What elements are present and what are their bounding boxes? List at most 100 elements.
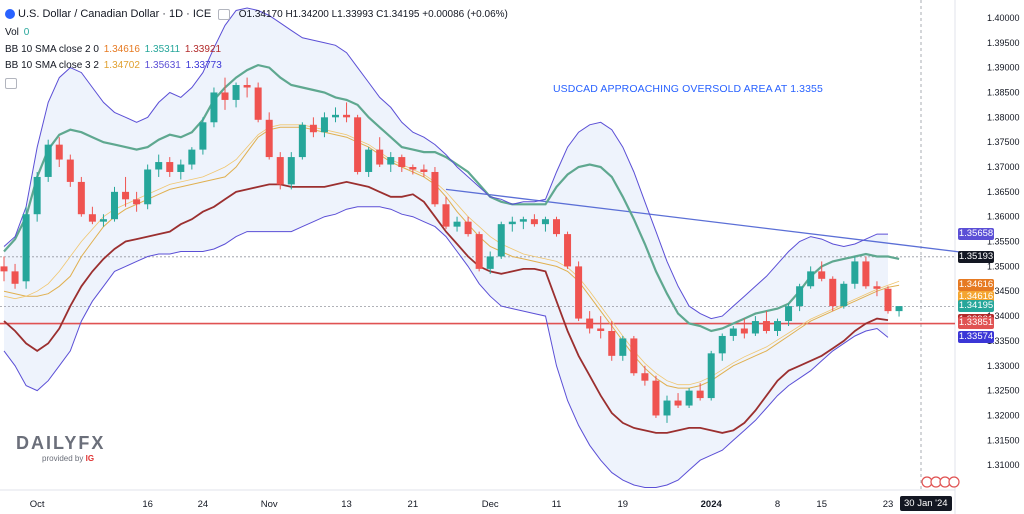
y-tick-label: 1.39500: [987, 38, 1020, 48]
candle-body[interactable]: [895, 306, 903, 312]
candle-body[interactable]: [376, 149, 384, 165]
candle-body[interactable]: [166, 162, 174, 172]
candle-body[interactable]: [122, 191, 130, 200]
candle-body[interactable]: [243, 85, 251, 88]
candle-body[interactable]: [641, 373, 649, 381]
candle-body[interactable]: [519, 219, 527, 222]
candle-body[interactable]: [99, 219, 107, 222]
bb2-basis-line: [3, 124, 900, 386]
candle-body[interactable]: [177, 164, 185, 172]
candle-body[interactable]: [597, 328, 605, 331]
candle-body[interactable]: [464, 221, 472, 235]
logo-provided-by: provided by: [42, 454, 84, 463]
candle-body[interactable]: [387, 157, 395, 165]
candle-body[interactable]: [619, 338, 627, 356]
candle-body[interactable]: [774, 321, 781, 331]
candle-body[interactable]: [740, 328, 748, 334]
candle-body[interactable]: [111, 191, 118, 220]
candle-body[interactable]: [221, 92, 229, 100]
candle-body[interactable]: [818, 271, 826, 279]
x-tick-label: Dec: [482, 499, 499, 510]
candle-body[interactable]: [365, 149, 373, 172]
eye-icon[interactable]: [217, 8, 230, 20]
candle-body[interactable]: [420, 169, 428, 172]
candle-body[interactable]: [199, 122, 207, 150]
price-tag: 1.34616: [958, 279, 994, 292]
price-tag: 1.33851: [958, 317, 994, 330]
candle-body[interactable]: [674, 400, 682, 406]
candle-body[interactable]: [287, 157, 295, 185]
bb2-legend: BB 10 SMA close 3 2 1.34702 1.35631 1.33…: [5, 60, 222, 71]
candle-body[interactable]: [144, 169, 152, 205]
candle-body[interactable]: [453, 221, 461, 227]
event-flag-icon[interactable]: [948, 476, 960, 488]
candle-body[interactable]: [530, 219, 538, 225]
y-tick-label: 1.32000: [987, 410, 1020, 420]
candle-body[interactable]: [22, 214, 30, 282]
candle-body[interactable]: [66, 159, 74, 182]
y-tick-label: 1.37500: [987, 137, 1020, 147]
candle-body[interactable]: [55, 144, 63, 160]
candle-body[interactable]: [541, 219, 549, 225]
candle-body[interactable]: [133, 199, 141, 205]
candle-body[interactable]: [873, 286, 881, 289]
price-tag: 1.35193: [958, 250, 994, 263]
bb1-upper: 1.35311: [144, 44, 181, 55]
collapse-legend-button[interactable]: [5, 78, 17, 89]
candle-body[interactable]: [829, 278, 837, 307]
candle-body[interactable]: [210, 92, 218, 123]
candle-body[interactable]: [475, 234, 483, 269]
candle-body[interactable]: [11, 271, 19, 284]
bb2-lower: 1.33773: [185, 60, 222, 71]
candle-body[interactable]: [332, 114, 339, 118]
candle-body[interactable]: [663, 400, 671, 416]
candle-body[interactable]: [652, 380, 660, 416]
candle-body[interactable]: [298, 124, 306, 158]
candle-body[interactable]: [44, 144, 52, 177]
candle-body[interactable]: [431, 171, 439, 205]
candle-body[interactable]: [155, 162, 163, 170]
candle-body[interactable]: [586, 318, 594, 329]
candle-body[interactable]: [409, 167, 417, 170]
candle-body[interactable]: [851, 261, 859, 284]
candle-body[interactable]: [608, 330, 616, 356]
candle-body[interactable]: [320, 117, 328, 133]
candle-body[interactable]: [77, 181, 85, 215]
candle-body[interactable]: [188, 149, 196, 165]
candle-body[interactable]: [785, 306, 793, 322]
candle-body[interactable]: [508, 221, 516, 225]
candle-body[interactable]: [486, 256, 494, 269]
candle-body[interactable]: [862, 261, 870, 287]
candle-body[interactable]: [575, 266, 583, 319]
candle-body[interactable]: [442, 204, 450, 227]
candle-body[interactable]: [33, 176, 41, 215]
candle-body[interactable]: [564, 234, 572, 267]
candle-body[interactable]: [309, 124, 317, 133]
candle-body[interactable]: [343, 114, 351, 118]
candle-body[interactable]: [685, 390, 693, 406]
candle-body[interactable]: [265, 119, 273, 158]
x-tick-label: 19: [618, 499, 629, 510]
candle-body[interactable]: [630, 338, 638, 374]
candle-body[interactable]: [88, 214, 96, 222]
candle-body[interactable]: [707, 353, 715, 399]
candle-body[interactable]: [751, 321, 759, 334]
candle-body[interactable]: [254, 87, 262, 120]
candle-body[interactable]: [497, 224, 505, 257]
candle-body[interactable]: [0, 266, 8, 272]
candle-body[interactable]: [807, 271, 815, 287]
candle-body[interactable]: [762, 321, 770, 331]
candle-body[interactable]: [718, 335, 726, 354]
candle-body[interactable]: [696, 390, 704, 399]
bb1-basis: 1.34616: [103, 44, 140, 55]
candle-body[interactable]: [884, 288, 892, 312]
candle-body[interactable]: [354, 117, 362, 172]
candle-body[interactable]: [553, 219, 560, 235]
candle-body[interactable]: [729, 328, 737, 336]
candle-body[interactable]: [232, 85, 240, 100]
candle-body[interactable]: [398, 157, 406, 168]
candle-body[interactable]: [840, 283, 848, 307]
candle-body[interactable]: [276, 157, 284, 185]
candle-body[interactable]: [796, 286, 804, 307]
